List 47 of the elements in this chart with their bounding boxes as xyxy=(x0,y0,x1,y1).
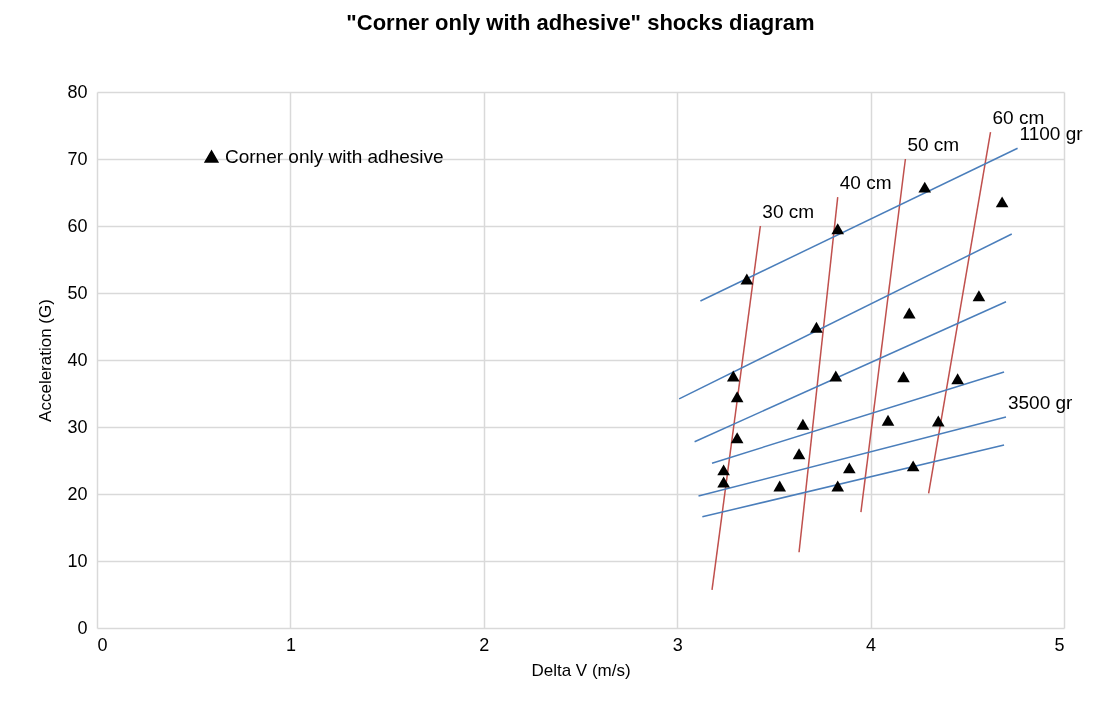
series-label: 40 cm xyxy=(839,172,892,194)
point xyxy=(726,370,740,382)
y-tick-label: 30 xyxy=(67,416,88,437)
x-tick-label: 5 xyxy=(1054,634,1065,655)
point xyxy=(717,476,730,488)
point xyxy=(773,480,787,492)
point xyxy=(897,371,910,383)
series-label: 50 cm xyxy=(907,134,960,155)
x-tick-label: 1 xyxy=(285,634,296,655)
y-tick-label: 50 xyxy=(67,282,88,303)
point xyxy=(792,448,806,460)
point xyxy=(730,432,744,444)
x-tick-label: 0 xyxy=(97,634,108,655)
point xyxy=(881,414,895,426)
x-tick-label: 4 xyxy=(866,634,877,655)
y-tick-label: 10 xyxy=(67,550,88,571)
point xyxy=(902,307,916,319)
x-tick-label: 2 xyxy=(479,634,490,655)
y-axis-title: Acceleration (G) xyxy=(36,299,56,422)
point xyxy=(831,223,845,235)
chart-title: "Corner only with adhesive" shocks diagram xyxy=(346,10,815,35)
point xyxy=(717,464,730,476)
series-label: 30 cm xyxy=(762,201,815,222)
point xyxy=(796,418,810,430)
legend-label: Corner only with adhesive xyxy=(225,145,444,167)
point xyxy=(831,480,845,492)
y-tick-label: 60 xyxy=(67,215,88,236)
point xyxy=(931,415,945,427)
y-tick-label: 0 xyxy=(77,617,88,638)
y-tick-label: 70 xyxy=(67,148,88,169)
point xyxy=(918,181,932,193)
point xyxy=(843,462,856,474)
series-label: 3500 gr xyxy=(1007,391,1074,413)
y-tick-label: 80 xyxy=(67,81,88,102)
point xyxy=(951,373,964,385)
point xyxy=(995,196,1009,208)
point xyxy=(810,321,823,333)
series-label: 1100 gr xyxy=(1019,123,1084,145)
point xyxy=(906,460,920,472)
y-tick-label: 40 xyxy=(67,349,88,370)
point xyxy=(829,370,843,382)
point xyxy=(740,273,754,285)
point xyxy=(730,391,744,403)
point xyxy=(972,290,986,302)
x-axis-title: Delta V (m/s) xyxy=(531,660,631,680)
y-tick-label: 20 xyxy=(67,483,88,504)
x-tick-label: 3 xyxy=(672,634,683,655)
